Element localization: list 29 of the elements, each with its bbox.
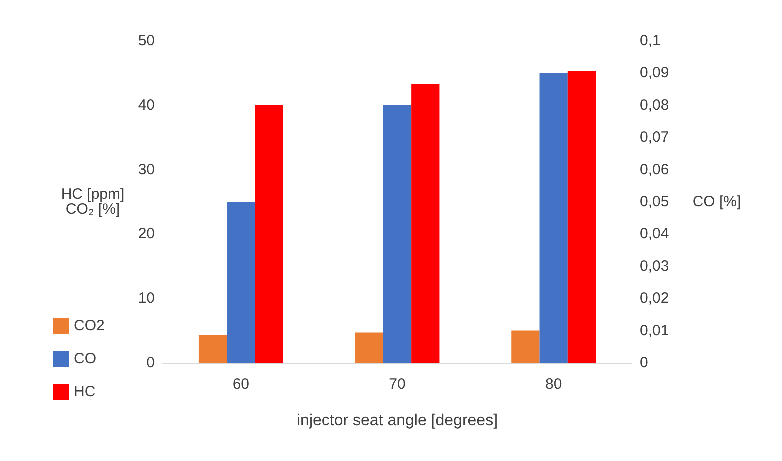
x-tick-label: 80 (545, 376, 562, 393)
y2-tick-label: 0,08 (640, 96, 670, 114)
y-tick-label: 30 (138, 161, 155, 178)
y2-tick-label: 0,02 (640, 290, 670, 308)
y-tick-label: 20 (138, 226, 155, 243)
x-axis-title: injector seat angle [degrees] (296, 412, 498, 430)
x-tick-label: 70 (389, 376, 406, 393)
y2-tick-label: 0,05 (640, 194, 670, 210)
y2-tick-label: 0,04 (640, 226, 670, 243)
bar (198, 335, 228, 363)
legend-label: CO2 (74, 318, 105, 334)
y2-tick-label: 0,01 (640, 322, 670, 340)
y2-axis-title: CO [%] (692, 194, 742, 210)
bar (355, 332, 384, 363)
y-tick-label: 40 (138, 96, 155, 114)
y2-tick-label: 0,09 (640, 64, 670, 82)
y2-tick-label: 0 (640, 354, 648, 372)
legend-label: CO (74, 350, 96, 368)
y-tick-label: 0 (146, 354, 155, 372)
y2-tick-label: 0,03 (640, 258, 670, 275)
y-tick-label: 10 (138, 290, 155, 308)
y2-tick-label: 0,06 (640, 161, 670, 178)
y-axis-title: HC [ppm] CO₂ [%] (61, 186, 125, 218)
y-tick-label: 50 (138, 32, 155, 50)
x-tick-label: 60 (232, 376, 250, 393)
legend-label: HC (74, 384, 96, 400)
bar (512, 330, 540, 363)
y2-tick-label: 0,1 (640, 32, 661, 50)
y2-tick-label: 0,07 (640, 129, 670, 146)
